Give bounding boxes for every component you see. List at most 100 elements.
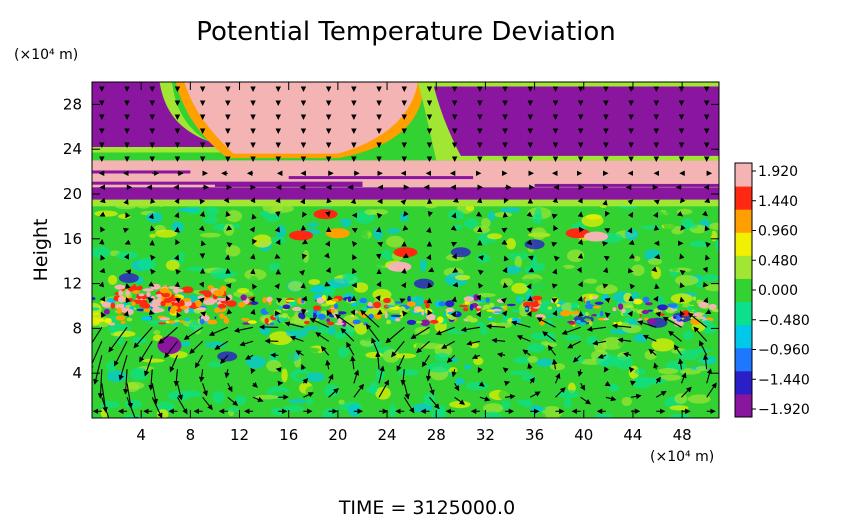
colorbar: 1.920 1.440 0.960 0.480 0.000 −0.480 −0.960 −1.… — [734, 162, 810, 418]
wind-vector — [125, 212, 131, 219]
field-speckle — [419, 259, 427, 272]
wind-vector — [471, 353, 481, 360]
field-speckle — [225, 210, 242, 223]
layer-speckle — [621, 308, 626, 314]
layer-speckle — [316, 297, 325, 304]
wind-vector — [679, 269, 686, 276]
wind-vector — [577, 281, 583, 288]
wind-vector — [628, 253, 636, 259]
wind-vector — [328, 373, 334, 384]
wind-vector — [680, 372, 687, 384]
field-speckle — [369, 266, 385, 279]
warm-speckle — [159, 288, 170, 294]
field-speckle — [702, 322, 717, 335]
layer-speckle — [584, 303, 595, 310]
wind-vector — [208, 326, 229, 336]
wind-vector — [427, 309, 433, 316]
field-speckle — [125, 399, 143, 409]
wind-vector — [200, 240, 206, 247]
layer-speckle — [425, 301, 430, 309]
field-speckle — [308, 279, 321, 285]
layer-speckle — [390, 314, 402, 317]
wind-vector — [527, 362, 533, 370]
field-speckle — [531, 227, 547, 240]
wind-vector — [175, 297, 182, 304]
layer-speckle — [500, 305, 507, 309]
layer-speckle — [657, 304, 668, 311]
wind-vector — [376, 281, 382, 288]
wind-vector — [251, 382, 258, 388]
wind-vector — [250, 253, 256, 260]
field-speckle — [677, 349, 701, 361]
layer-speckle — [601, 294, 610, 301]
field-speckle — [423, 393, 435, 406]
field-speckle — [430, 408, 446, 418]
layer-speckle — [594, 301, 604, 305]
layer-speckle — [241, 317, 250, 321]
field-speckle — [557, 389, 580, 399]
warm-speckle — [131, 301, 136, 307]
field-speckle — [669, 405, 689, 411]
wind-vector — [227, 396, 239, 406]
wind-vector — [174, 212, 180, 219]
field-speckle — [426, 362, 451, 373]
field-speckle — [138, 257, 157, 271]
layer-speckle — [104, 318, 112, 324]
layer-speckle — [141, 316, 152, 321]
wind-vector — [148, 281, 155, 287]
warm-speckle — [118, 290, 124, 297]
plot-frame — [91, 81, 720, 419]
field-speckle — [92, 246, 112, 258]
wind-vector — [150, 197, 156, 204]
wind-vector — [653, 199, 660, 205]
layer-speckle — [584, 311, 589, 317]
wind-vector — [478, 282, 484, 289]
wind-vector — [477, 367, 483, 374]
wind-vector — [552, 197, 558, 204]
y-tick-label: 16 — [63, 230, 82, 248]
field-speckle — [236, 288, 250, 294]
layer-speckle — [238, 301, 246, 308]
layer-speckle — [509, 319, 513, 322]
layer-speckle — [641, 310, 649, 315]
field-speckle — [306, 222, 319, 228]
field-speckle — [527, 356, 538, 363]
layer-speckle — [466, 315, 474, 322]
field-speckle — [521, 375, 537, 382]
wind-vector — [233, 326, 254, 333]
wind-vector — [309, 318, 329, 328]
field-speckle — [106, 370, 127, 383]
wind-vector — [251, 283, 258, 290]
layer-speckle — [429, 319, 439, 324]
warm-blob — [289, 230, 313, 241]
layer-speckle — [264, 317, 269, 324]
field-speckle — [176, 207, 200, 213]
wind-vector — [561, 326, 581, 335]
field-speckle — [276, 225, 287, 238]
layer-speckle — [693, 312, 702, 317]
wind-vector — [126, 383, 134, 409]
field-speckle — [522, 326, 532, 340]
field-speckle — [375, 255, 387, 267]
layer-speckle — [487, 317, 495, 321]
layer-speckle — [301, 297, 305, 304]
layer-speckle — [334, 322, 344, 326]
field-speckle — [355, 322, 368, 335]
wind-vector — [428, 383, 435, 396]
layer-speckle — [384, 311, 388, 319]
y-axis-label: Height — [30, 219, 52, 282]
field-speckle — [353, 282, 369, 293]
field-speckle — [487, 211, 496, 221]
layer-speckle — [313, 312, 317, 320]
field-speckle — [627, 340, 645, 355]
wind-vector — [505, 393, 516, 400]
field-speckle — [248, 275, 260, 290]
wind-vector — [220, 354, 229, 365]
layer-speckle — [386, 319, 392, 325]
field-speckle — [252, 234, 273, 248]
warm-speckle — [170, 301, 176, 306]
warm-blob — [393, 247, 418, 258]
colorbar-segment — [735, 255, 752, 279]
wind-vector — [108, 326, 128, 353]
layer-speckle — [557, 318, 563, 324]
